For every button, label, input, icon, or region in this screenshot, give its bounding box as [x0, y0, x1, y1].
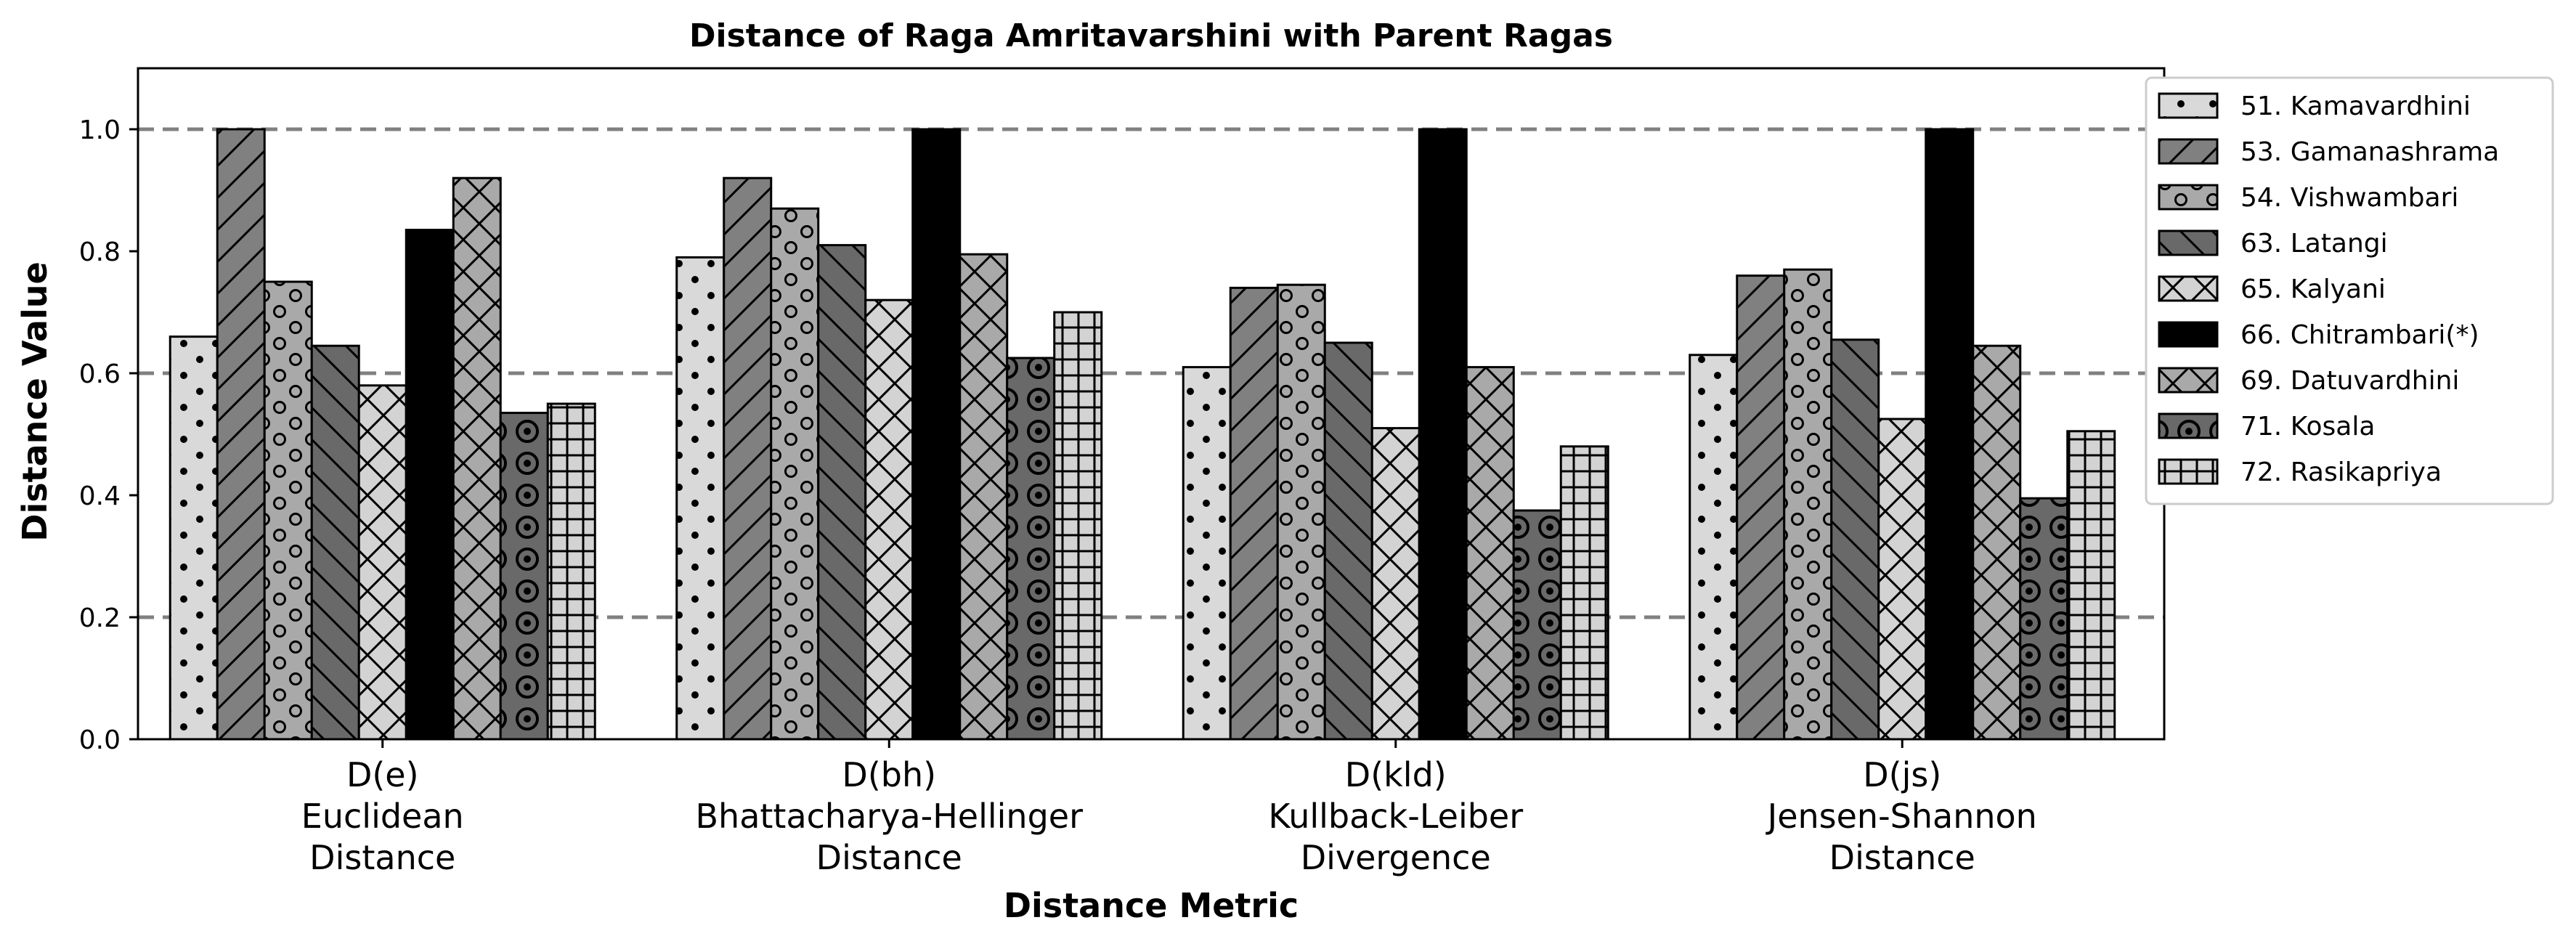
y-tick-label: 0.2 [79, 603, 121, 633]
x-tick-label: D(kld) Kullback-Leiber Divergence [1268, 755, 1523, 877]
bar [1006, 357, 1056, 741]
legend-swatch [2158, 412, 2219, 439]
y-tick-label: 0.8 [79, 237, 121, 267]
bar [1559, 445, 1609, 741]
legend-label: 63. Latangi [2240, 229, 2388, 259]
bar [1512, 509, 1562, 741]
y-axis-label: Distance Value [15, 261, 54, 541]
bar [1972, 344, 2022, 741]
bar [1182, 366, 1232, 741]
legend-swatch [2158, 275, 2219, 302]
x-tick-label: D(e) Euclidean Distance [301, 755, 464, 877]
bar [216, 128, 266, 741]
bar [1418, 128, 1468, 741]
x-tick-label: D(js) Jensen-Shannon Distance [1766, 755, 2037, 877]
legend-swatch [2158, 138, 2219, 165]
chart-title: Distance of Raga Amritavarshini with Par… [689, 17, 1613, 54]
legend-swatch [2158, 321, 2219, 348]
bar [864, 298, 914, 741]
bar [1229, 286, 1279, 741]
legend-box [2145, 76, 2554, 505]
bar [817, 244, 867, 741]
legend-swatch [2158, 92, 2219, 119]
bar [310, 344, 360, 741]
legend-swatch [2158, 184, 2219, 211]
bar [1783, 268, 1833, 741]
legend-label: 65. Kalyani [2240, 274, 2386, 304]
legend-swatch [2158, 458, 2219, 485]
bar [168, 335, 219, 741]
bar [452, 176, 502, 741]
y-tick-label: 0.0 [79, 725, 121, 755]
bar [1276, 283, 1326, 741]
legend-label: 72. Rasikapriya [2240, 457, 2442, 487]
legend: 51. Kamavardhini 53. Gamanashrama 54. Vish… [2145, 76, 2554, 505]
legend-label: 69. Datuvardhini [2240, 366, 2459, 396]
y-tick-label: 1.0 [79, 115, 121, 145]
bar [911, 128, 962, 741]
legend-swatch [2158, 367, 2219, 394]
legend-label: 51. Kamavardhini [2240, 91, 2471, 121]
legend-label: 53. Gamanashrama [2240, 137, 2499, 167]
bar [2066, 430, 2116, 741]
bar [1877, 418, 1927, 741]
y-tick-label: 0.4 [79, 481, 121, 511]
legend-label: 54. Vishwambari [2240, 183, 2458, 213]
bar [263, 280, 313, 741]
bar [675, 256, 726, 741]
bar [499, 412, 549, 741]
bar [1925, 128, 1975, 741]
legend-swatch [2158, 229, 2219, 256]
x-axis-label: Distance Metric [1004, 886, 1299, 925]
bar [405, 229, 455, 741]
bar [770, 207, 820, 741]
bar [1736, 274, 1786, 741]
bar [2019, 497, 2069, 741]
bar [723, 176, 773, 741]
bar [546, 402, 596, 741]
bar [1370, 427, 1421, 741]
y-tick-label: 0.6 [79, 359, 121, 389]
bar [959, 253, 1009, 741]
bar [1465, 366, 1515, 741]
bar [357, 384, 407, 741]
legend-label: 71. Kosala [2240, 412, 2375, 442]
bar [1830, 338, 1880, 741]
legend-label: 66. Chitrambari(*) [2240, 320, 2479, 350]
bar [1689, 354, 1739, 741]
x-tick-label: D(bh) Bhattacharya-Hellinger Distance [695, 755, 1083, 877]
bar [1323, 341, 1373, 741]
bar [1053, 311, 1103, 741]
